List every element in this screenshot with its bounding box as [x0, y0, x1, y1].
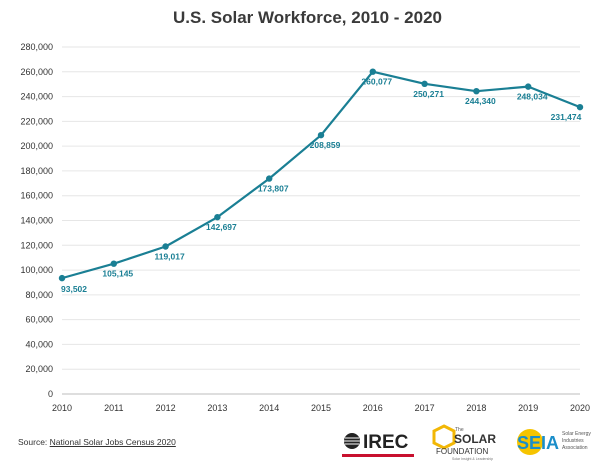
series-layer: [59, 68, 583, 281]
data-point: [421, 81, 427, 87]
series-line: [62, 72, 580, 278]
data-label: 142,697: [206, 222, 237, 232]
irec-logo: IREC: [340, 422, 420, 464]
seia-line-1: Solar Energy: [562, 431, 591, 437]
seia-line-2: Industries: [562, 438, 584, 444]
y-tick-label: 240,000: [20, 92, 53, 102]
data-point: [577, 104, 583, 110]
x-tick-label: 2014: [259, 403, 279, 413]
y-tick-label: 120,000: [20, 240, 53, 250]
data-point: [525, 83, 531, 89]
source-note: Source: National Solar Jobs Census 2020: [18, 437, 176, 447]
data-label: 244,340: [465, 96, 496, 106]
data-label: 260,077: [361, 77, 392, 87]
data-point: [266, 175, 272, 181]
x-tick-label: 2010: [52, 403, 72, 413]
y-tick-label: 100,000: [20, 265, 53, 275]
data-label: 173,807: [258, 184, 289, 194]
data-label: 250,271: [413, 89, 444, 99]
seia-line-3: Association: [562, 445, 588, 451]
solar-hexagon-icon: [434, 426, 454, 448]
x-tick-label: 2019: [518, 403, 538, 413]
source-prefix: Source:: [18, 437, 50, 447]
y-axis-ticks: 0 20,000 40,000 60,000 80,000 100,000 120,000 1…: [20, 42, 53, 399]
gridlines: [62, 47, 580, 394]
data-label: 248,034: [517, 92, 548, 102]
line-chart: 0 20,000 40,000 60,000 80,000 100,000 120,000 1…: [0, 0, 615, 467]
data-label: 231,474: [551, 112, 582, 122]
data-labels: 93,502 105,145 119,017 142,697 173,807 208,85…: [61, 77, 582, 294]
data-label: 208,859: [310, 140, 341, 150]
x-tick-label: 2012: [156, 403, 176, 413]
y-tick-label: 180,000: [20, 166, 53, 176]
data-label: 93,502: [61, 284, 87, 294]
y-tick-label: 160,000: [20, 191, 53, 201]
x-tick-label: 2015: [311, 403, 331, 413]
y-tick-label: 200,000: [20, 141, 53, 151]
y-tick-label: 40,000: [25, 339, 53, 349]
data-point: [370, 68, 376, 74]
data-point: [162, 243, 168, 249]
y-tick-label: 0: [48, 389, 53, 399]
solar-foundation-logo: The SOLAR FOUNDATION Solar Insight & Lea…: [432, 422, 504, 464]
data-point: [473, 88, 479, 94]
x-tick-label: 2011: [104, 403, 123, 413]
solar-foundation-sub: FOUNDATION: [436, 447, 489, 456]
x-tick-label: 2018: [466, 403, 486, 413]
y-tick-label: 260,000: [20, 67, 53, 77]
irec-wordmark: IREC: [363, 432, 409, 453]
source-link[interactable]: National Solar Jobs Census 2020: [50, 437, 176, 447]
seia-wordmark: SEIA: [517, 433, 559, 453]
y-tick-label: 80,000: [25, 290, 53, 300]
x-axis-ticks: 2010 2011 2012 2013 2014 2015 2016 2017 2018 2019…: [52, 403, 590, 413]
x-tick-label: 2020: [570, 403, 590, 413]
y-tick-label: 280,000: [20, 42, 53, 52]
y-tick-label: 60,000: [25, 315, 53, 325]
irec-underline: [342, 454, 414, 457]
data-point: [111, 260, 117, 266]
y-tick-label: 220,000: [20, 116, 53, 126]
data-point: [214, 214, 220, 220]
x-tick-label: 2013: [207, 403, 227, 413]
x-tick-label: 2016: [363, 403, 383, 413]
solar-foundation-main: SOLAR: [454, 432, 496, 446]
data-label: 119,017: [154, 252, 185, 262]
data-label: 105,145: [102, 269, 133, 279]
data-point: [318, 132, 324, 138]
solar-foundation-tagline: Solar Insight & Leadership: [452, 457, 493, 461]
y-tick-label: 20,000: [25, 364, 53, 374]
partner-logos: IREC The SOLAR FOUNDATION Solar Insight …: [340, 422, 602, 464]
y-tick-label: 140,000: [20, 216, 53, 226]
x-tick-label: 2017: [415, 403, 435, 413]
data-point: [59, 275, 65, 281]
seia-logo: SEIA Solar Energy Industries Association: [512, 422, 604, 464]
